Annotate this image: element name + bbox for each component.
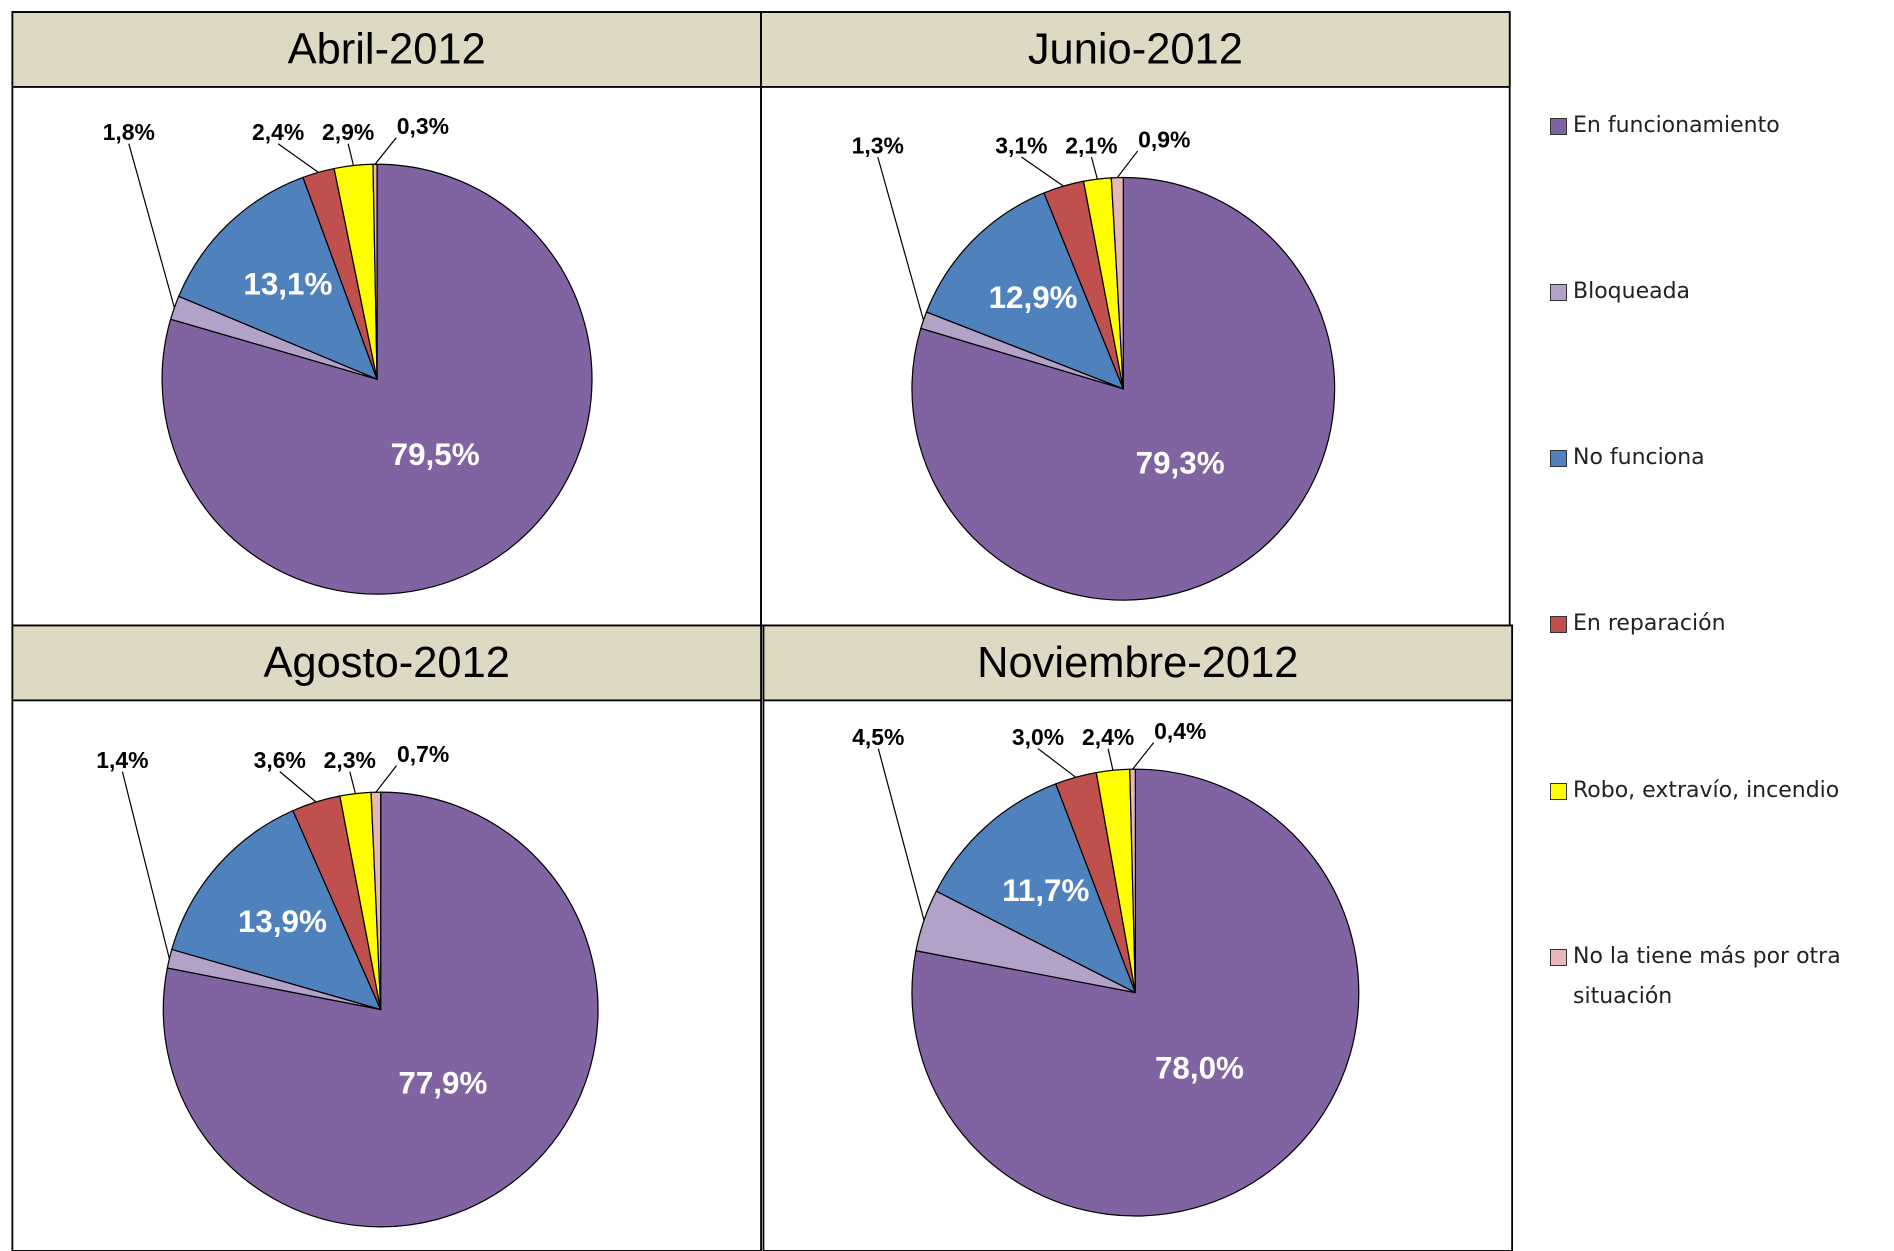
legend-entry: Robo, extravío, incendio [1550,771,1885,811]
data-label: 1,3% [852,132,904,158]
legend-swatch [1550,782,1567,800]
leader-line [1107,748,1114,771]
data-label: 2,9% [322,119,374,145]
data-label: 0,7% [397,741,449,767]
chart-title: Noviembre-2012 [977,639,1298,687]
data-label: 0,3% [397,113,449,139]
legend-label: En funcionamiento [1573,112,1780,138]
legend-entry: En reparación [1550,604,1885,644]
legend-label: No funciona [1573,445,1705,471]
data-label: 12,9% [989,280,1078,315]
data-label: 11,7% [1002,873,1089,908]
data-label: 2,1% [1065,132,1117,158]
legend-swatch [1550,117,1567,135]
chart-title: Junio-2012 [1028,25,1243,73]
legend-label: Bloqueada [1573,278,1691,304]
data-label: 2,3% [324,747,376,773]
pie-slice [161,163,593,595]
leader-line [1090,156,1098,180]
leader-line [1116,150,1139,178]
data-label: 13,1% [243,266,332,301]
data-label: 79,3% [1136,445,1225,480]
leader-line [347,143,355,166]
panel-header [11,624,762,702]
leader-line [349,771,356,794]
data-label: 13,9% [238,904,327,939]
pie-slice [171,809,382,1011]
data-label: 3,0% [1012,724,1064,750]
legend-swatch [1550,283,1567,301]
chart-title: Abril-2012 [288,25,486,73]
legend-label: En reparación [1573,611,1726,637]
leader-line [374,137,397,165]
legend-label: Robo, extravío, incendio [1573,777,1840,803]
pie-slice [935,783,1137,994]
panel-header [11,11,762,88]
data-label: 2,4% [252,119,304,145]
legend-entry: No la tiene más por otra situación [1550,937,1885,1017]
legend-entry: Bloqueada [1550,272,1885,312]
data-label: 0,9% [1138,126,1190,152]
data-label: 2,4% [1082,724,1134,750]
data-label: 0,4% [1154,718,1206,744]
pie-slice [372,163,378,380]
leader-line [121,771,170,959]
leader-line [1021,156,1064,187]
legend-entry: En funcionamiento [1550,106,1885,146]
chart-title: Agosto-2012 [263,639,510,687]
leader-line [277,143,319,173]
legend-swatch [1550,450,1567,468]
panel-header [760,11,1511,88]
data-label: 78,0% [1155,1050,1244,1085]
leader-line [1132,742,1155,770]
pie-slice [370,791,382,1010]
legend-label: No la tiene más por otra situación [1573,943,1841,1009]
data-label: 3,6% [254,747,306,773]
data-label: 3,1% [995,132,1047,158]
pie-slice [177,176,379,381]
leader-line [877,156,925,321]
data-label: 1,8% [103,119,155,145]
pie-slice [925,192,1125,390]
leader-line [128,143,175,308]
leader-line [375,765,398,793]
data-label: 1,4% [96,747,148,773]
data-label: 79,5% [391,437,480,472]
legend-entry: No funciona [1550,438,1885,478]
legend-swatch [1550,616,1567,634]
leader-line [279,771,317,803]
data-label: 4,5% [852,724,904,750]
legend-swatch [1550,948,1567,966]
pie-slice [911,176,1336,601]
leader-line [877,748,925,921]
data-label: 77,9% [398,1065,487,1100]
leader-line [1037,748,1077,778]
panel-header [762,624,1514,702]
